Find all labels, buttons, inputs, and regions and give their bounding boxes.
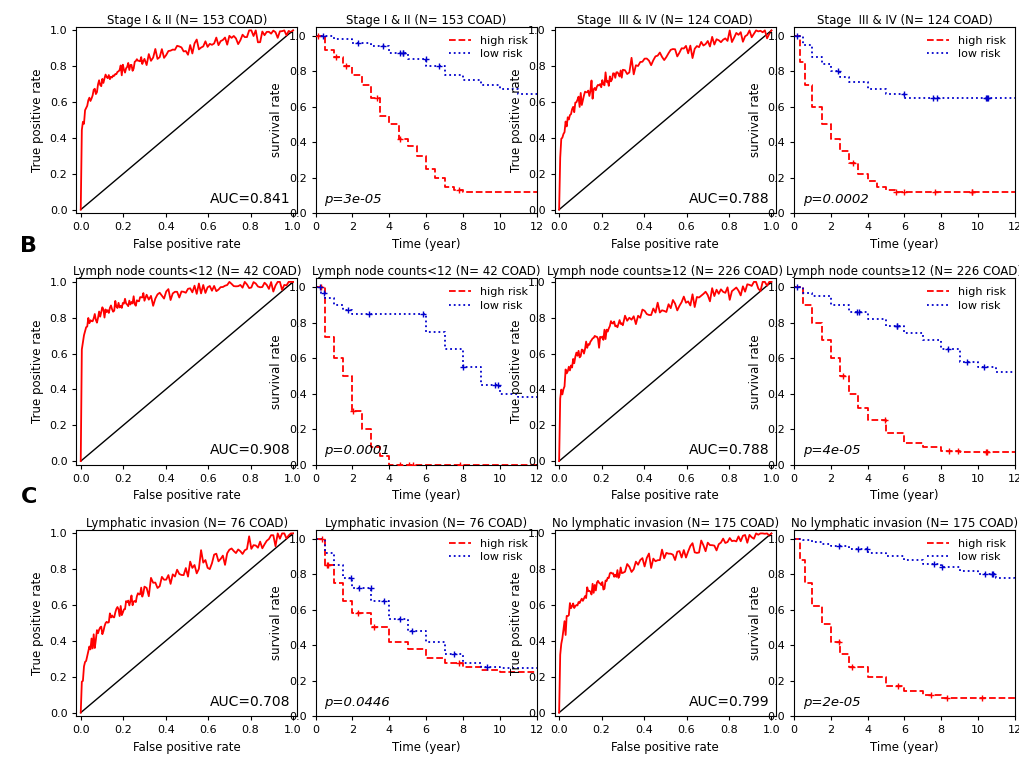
Y-axis label: True positive rate: True positive rate (510, 68, 522, 172)
Text: p=0.0001: p=0.0001 (324, 444, 389, 457)
X-axis label: False positive rate: False positive rate (610, 237, 718, 250)
Text: p=3e-05: p=3e-05 (324, 193, 382, 206)
Text: AUC=0.799: AUC=0.799 (688, 695, 768, 709)
Text: p=0.0446: p=0.0446 (324, 696, 389, 709)
Y-axis label: True positive rate: True positive rate (32, 68, 44, 172)
Y-axis label: survival rate: survival rate (270, 334, 283, 409)
Text: p=0.0002: p=0.0002 (802, 193, 867, 206)
X-axis label: Time (year): Time (year) (869, 489, 937, 502)
Y-axis label: True positive rate: True positive rate (32, 319, 44, 424)
Legend: high risk, low risk: high risk, low risk (444, 284, 531, 314)
X-axis label: False positive rate: False positive rate (610, 489, 718, 502)
X-axis label: Time (year): Time (year) (869, 741, 937, 754)
Title: No lymphatic invasion (N= 175 COAD): No lymphatic invasion (N= 175 COAD) (790, 517, 1017, 530)
X-axis label: False positive rate: False positive rate (132, 237, 240, 250)
Y-axis label: survival rate: survival rate (748, 334, 761, 409)
Title: Lymphatic invasion (N= 76 COAD): Lymphatic invasion (N= 76 COAD) (86, 517, 287, 530)
Title: Stage  III & IV (N= 124 COAD): Stage III & IV (N= 124 COAD) (577, 14, 752, 27)
Y-axis label: survival rate: survival rate (748, 586, 761, 660)
Legend: high risk, low risk: high risk, low risk (444, 32, 531, 62)
X-axis label: False positive rate: False positive rate (132, 489, 240, 502)
Title: Lymphatic invasion (N= 76 COAD): Lymphatic invasion (N= 76 COAD) (325, 517, 527, 530)
Title: Lymph node counts<12 (N= 42 COAD): Lymph node counts<12 (N= 42 COAD) (72, 265, 301, 278)
X-axis label: Time (year): Time (year) (391, 489, 460, 502)
Text: AUC=0.708: AUC=0.708 (210, 695, 290, 709)
Y-axis label: True positive rate: True positive rate (510, 571, 522, 675)
X-axis label: Time (year): Time (year) (869, 237, 937, 250)
Title: No lymphatic invasion (N= 175 COAD): No lymphatic invasion (N= 175 COAD) (551, 517, 779, 530)
Legend: high risk, low risk: high risk, low risk (922, 535, 1009, 565)
Y-axis label: True positive rate: True positive rate (32, 571, 44, 675)
Legend: high risk, low risk: high risk, low risk (922, 32, 1009, 62)
Y-axis label: True positive rate: True positive rate (510, 319, 522, 424)
Text: C: C (20, 487, 37, 507)
Title: Stage I & II (N= 153 COAD): Stage I & II (N= 153 COAD) (107, 14, 267, 27)
Y-axis label: survival rate: survival rate (748, 83, 761, 157)
Text: AUC=0.788: AUC=0.788 (688, 444, 768, 457)
Legend: high risk, low risk: high risk, low risk (444, 535, 531, 565)
X-axis label: Time (year): Time (year) (391, 741, 460, 754)
Text: B: B (20, 236, 38, 256)
Y-axis label: survival rate: survival rate (270, 83, 283, 157)
Title: Lymph node counts<12 (N= 42 COAD): Lymph node counts<12 (N= 42 COAD) (312, 265, 540, 278)
Title: Lymph node counts≥12 (N= 226 COAD): Lymph node counts≥12 (N= 226 COAD) (786, 265, 1019, 278)
Text: A: A (20, 0, 38, 5)
Text: p=2e-05: p=2e-05 (802, 696, 860, 709)
Text: p=4e-05: p=4e-05 (802, 444, 860, 457)
Y-axis label: survival rate: survival rate (270, 586, 283, 660)
Title: Stage I & II (N= 153 COAD): Stage I & II (N= 153 COAD) (345, 14, 505, 27)
Text: AUC=0.908: AUC=0.908 (210, 444, 290, 457)
Text: AUC=0.841: AUC=0.841 (210, 192, 290, 206)
Title: Stage  III & IV (N= 124 COAD): Stage III & IV (N= 124 COAD) (816, 14, 991, 27)
X-axis label: False positive rate: False positive rate (132, 741, 240, 754)
Text: AUC=0.788: AUC=0.788 (688, 192, 768, 206)
X-axis label: False positive rate: False positive rate (610, 741, 718, 754)
Legend: high risk, low risk: high risk, low risk (922, 284, 1009, 314)
Title: Lymph node counts≥12 (N= 226 COAD): Lymph node counts≥12 (N= 226 COAD) (547, 265, 783, 278)
X-axis label: Time (year): Time (year) (391, 237, 460, 250)
